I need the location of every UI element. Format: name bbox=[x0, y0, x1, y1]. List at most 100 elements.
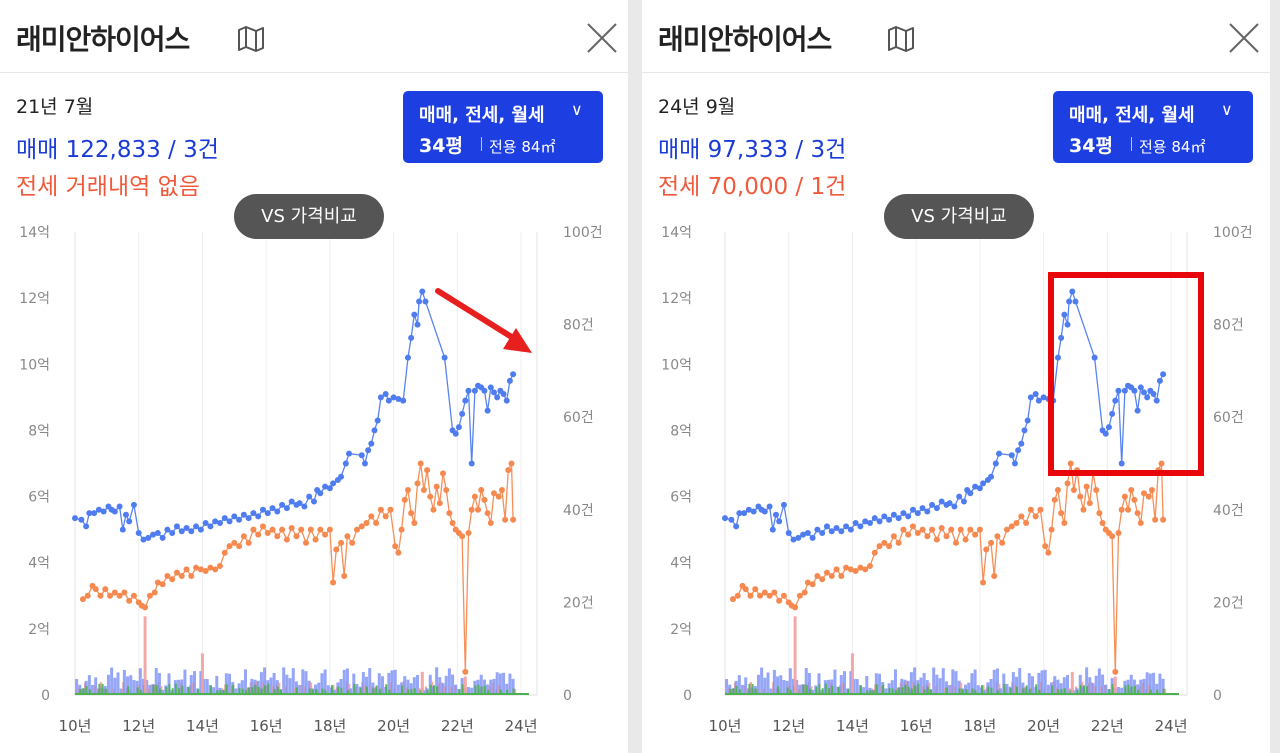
sale-data-point bbox=[1137, 384, 1144, 391]
sale-data-point bbox=[250, 510, 257, 517]
trade-filter-button[interactable]: 매매, 전세, 월세 ∨ 34평 전용 84㎡ bbox=[1053, 91, 1253, 163]
rent-data-point bbox=[92, 586, 99, 593]
volume-bar bbox=[1030, 676, 1034, 695]
rent-data-point bbox=[468, 506, 475, 513]
rent-data-point bbox=[279, 526, 286, 533]
rent-data-point bbox=[269, 526, 276, 533]
rent-data-point bbox=[164, 572, 171, 579]
map-icon[interactable] bbox=[237, 26, 265, 52]
price-chart[interactable]: 10년 12년 14년 16년 18년 20년 22년 24년 14억 12억 10억 8억 6억 4억 2… bbox=[642, 0, 1270, 753]
close-icon[interactable] bbox=[586, 22, 618, 54]
rent-data-point bbox=[283, 536, 290, 543]
volume-bar bbox=[798, 684, 802, 695]
volume-bar bbox=[987, 686, 990, 695]
volume-bar bbox=[489, 679, 493, 695]
trade-filter-button[interactable]: 매매, 전세, 월세 ∨ 34평 전용 84㎡ bbox=[403, 91, 603, 163]
x-tick-label: 20년 bbox=[377, 717, 410, 735]
volume-bar bbox=[199, 671, 203, 695]
size-label: 34평 bbox=[1069, 135, 1113, 157]
y-left-tick-label: 2억 bbox=[28, 622, 50, 638]
volume-bar bbox=[410, 688, 413, 695]
volume-bar bbox=[1085, 667, 1089, 695]
y-right-tick-label: 100건 bbox=[1213, 225, 1253, 241]
sale-data-point bbox=[231, 513, 238, 520]
sale-data-point bbox=[1011, 460, 1018, 467]
chevron-down-icon: ∨ bbox=[1221, 100, 1233, 119]
sale-data-point bbox=[1102, 430, 1109, 437]
volume-bar bbox=[818, 683, 821, 695]
volume-bar bbox=[461, 684, 464, 695]
volume-bar bbox=[355, 683, 359, 695]
volume-bar bbox=[323, 669, 327, 695]
rent-data-point bbox=[994, 533, 1001, 540]
trade-types-label: 매매, 전세, 월세 bbox=[1069, 105, 1195, 126]
rent-data-point bbox=[957, 526, 964, 533]
vs-compare-button[interactable]: VS 가격비교 bbox=[884, 194, 1034, 239]
volume-bar bbox=[788, 668, 792, 695]
rent-data-point bbox=[1125, 506, 1132, 513]
vs-compare-button[interactable]: VS 가격비교 bbox=[234, 194, 384, 239]
rent-data-point bbox=[1045, 549, 1052, 556]
volume-bar bbox=[1094, 675, 1098, 695]
volume-bar bbox=[983, 689, 987, 695]
volume-bar bbox=[1136, 684, 1140, 695]
rent-data-point bbox=[471, 493, 478, 500]
volume-bar bbox=[139, 689, 142, 695]
sale-data-point bbox=[159, 534, 166, 541]
map-icon[interactable] bbox=[887, 26, 915, 52]
sale-data-point bbox=[459, 410, 466, 417]
volume-bar bbox=[1037, 672, 1041, 695]
rent-data-point bbox=[490, 490, 497, 497]
rent-data-point bbox=[1080, 506, 1087, 513]
rent-data-point bbox=[1067, 460, 1074, 467]
x-tick-label: 16년 bbox=[250, 717, 283, 735]
x-tick-label: 18년 bbox=[963, 717, 996, 735]
volume-bar bbox=[304, 671, 308, 695]
y-left-tick-label: 6억 bbox=[28, 490, 50, 506]
volume-bar bbox=[1070, 671, 1074, 695]
rent-data-point bbox=[890, 533, 897, 540]
volume-bar bbox=[862, 687, 866, 695]
rent-data-point bbox=[116, 592, 123, 599]
volume-bar bbox=[393, 669, 397, 695]
volume-bar bbox=[1066, 675, 1070, 695]
rent-data-point bbox=[202, 567, 209, 574]
rent-data-point bbox=[929, 526, 936, 533]
x-tick-label: 14년 bbox=[836, 717, 869, 735]
volume-bar bbox=[269, 677, 273, 695]
volume-bar bbox=[82, 688, 85, 695]
sale-data-point bbox=[838, 528, 845, 535]
rent-data-point bbox=[484, 510, 491, 517]
rent-data-point bbox=[443, 486, 450, 493]
complex-title: 래미안하이어스 bbox=[16, 23, 190, 56]
volume-bar bbox=[763, 677, 767, 695]
sale-data-point bbox=[1105, 424, 1112, 431]
rent-data-point bbox=[502, 516, 509, 523]
rent-data-point bbox=[169, 576, 176, 583]
volume-bar bbox=[815, 687, 818, 695]
rent-data-point bbox=[999, 539, 1006, 546]
rent-data-point bbox=[943, 533, 950, 540]
sale-data-point bbox=[416, 298, 423, 305]
chart-panel-right: 래미안하이어스 24년 9월 매매 97,333 / 3건 전세 70,000 … bbox=[642, 0, 1270, 753]
area-label: 전용 84㎡ bbox=[1139, 138, 1206, 156]
volume-bar bbox=[1046, 684, 1050, 695]
close-icon[interactable] bbox=[1228, 22, 1260, 54]
y-right-tick-label: 60건 bbox=[563, 410, 594, 426]
rent-data-point bbox=[976, 526, 983, 533]
rent-data-point bbox=[130, 592, 137, 599]
volume-bar bbox=[795, 679, 799, 695]
volume-bar bbox=[957, 680, 961, 695]
rent-data-point bbox=[424, 467, 431, 474]
price-chart[interactable]: 10년 12년 14년 16년 18년 20년 22년 24년 14억 12억 10억 8억 6억 4억 2… bbox=[0, 0, 628, 753]
rent-data-point bbox=[1148, 486, 1155, 493]
volume-bar bbox=[824, 683, 827, 695]
volume-bar bbox=[183, 669, 187, 695]
rent-data-point bbox=[341, 572, 348, 579]
sale-data-point bbox=[296, 500, 303, 507]
volume-bar bbox=[914, 685, 917, 695]
y-left-tick-label: 8억 bbox=[670, 423, 692, 439]
volume-bar bbox=[250, 678, 254, 695]
rent-data-point bbox=[102, 586, 109, 593]
rent-data-point bbox=[792, 604, 799, 611]
